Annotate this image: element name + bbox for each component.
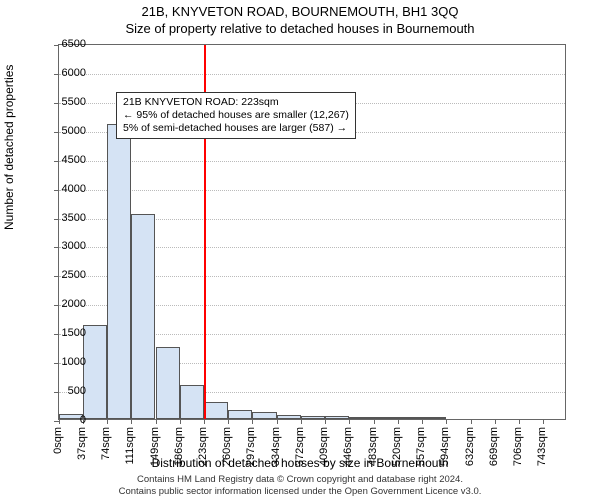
xtick-label: 334sqm (270, 427, 282, 466)
xtick-label: 483sqm (367, 427, 379, 466)
xtick-label: 557sqm (415, 427, 427, 466)
histogram-bar (131, 214, 155, 419)
xtick-label: 0sqm (52, 427, 64, 454)
xtick-label: 186sqm (173, 427, 185, 466)
xtick-mark (252, 419, 253, 424)
xtick-label: 446sqm (342, 427, 354, 466)
histogram-bar (301, 416, 325, 419)
footer-line-2: Contains public sector information licen… (0, 486, 600, 498)
ytick-label: 500 (46, 385, 86, 397)
xtick-label: 743sqm (536, 427, 548, 466)
chart-footer: Contains HM Land Registry data © Crown c… (0, 474, 600, 498)
xtick-label: 297sqm (245, 427, 257, 466)
ytick-label: 6000 (46, 67, 86, 79)
ytick-label: 1500 (46, 327, 86, 339)
histogram-bar (422, 417, 446, 419)
ytick-label: 2000 (46, 298, 86, 310)
xtick-mark (107, 419, 108, 424)
xtick-label: 149sqm (149, 427, 161, 466)
gridline (59, 74, 565, 75)
xtick-label: 669sqm (488, 427, 500, 466)
chart-area: 21B KNYVETON ROAD: 223sqm← 95% of detach… (58, 44, 566, 420)
xtick-label: 520sqm (391, 427, 403, 466)
y-axis-label: Number of detached properties (2, 65, 16, 230)
xtick-label: 594sqm (439, 427, 451, 466)
histogram-bar (180, 385, 204, 419)
histogram-bar (398, 417, 422, 419)
chart-subtitle: Size of property relative to detached ho… (0, 21, 600, 38)
xtick-label: 260sqm (221, 427, 233, 466)
xtick-mark (131, 419, 132, 424)
xtick-label: 223sqm (197, 427, 209, 466)
xtick-mark (349, 419, 350, 424)
histogram-bar (83, 325, 107, 419)
xtick-label: 409sqm (318, 427, 330, 466)
ytick-label: 0 (46, 414, 86, 426)
histogram-bar (204, 402, 228, 419)
ytick-label: 5000 (46, 125, 86, 137)
footer-line-1: Contains HM Land Registry data © Crown c… (0, 474, 600, 486)
xtick-mark (398, 419, 399, 424)
annotation-line: ← 95% of detached houses are smaller (12… (123, 109, 349, 122)
histogram-bar (228, 410, 252, 419)
xtick-mark (301, 419, 302, 424)
xtick-mark (277, 419, 278, 424)
xtick-mark (422, 419, 423, 424)
xtick-mark (495, 419, 496, 424)
xtick-label: 111sqm (124, 427, 136, 465)
histogram-bar (252, 412, 276, 419)
histogram-bar (349, 417, 373, 419)
ytick-label: 3500 (46, 212, 86, 224)
gridline (59, 190, 565, 191)
annotation-line: 21B KNYVETON ROAD: 223sqm (123, 96, 349, 109)
gridline (59, 161, 565, 162)
ytick-label: 5500 (46, 96, 86, 108)
xtick-label: 632sqm (464, 427, 476, 466)
xtick-mark (156, 419, 157, 424)
ytick-label: 4500 (46, 154, 86, 166)
xtick-mark (471, 419, 472, 424)
xtick-label: 706sqm (512, 427, 524, 466)
ytick-label: 3000 (46, 240, 86, 252)
histogram-bar (374, 417, 398, 419)
xtick-mark (543, 419, 544, 424)
histogram-bar (325, 416, 349, 419)
xtick-mark (374, 419, 375, 424)
xtick-mark (519, 419, 520, 424)
xtick-label: 372sqm (294, 427, 306, 466)
histogram-bar (156, 347, 180, 419)
annotation-line: 5% of semi-detached houses are larger (5… (123, 122, 349, 135)
ytick-label: 2500 (46, 269, 86, 281)
annotation-box: 21B KNYVETON ROAD: 223sqm← 95% of detach… (116, 92, 356, 139)
xtick-mark (228, 419, 229, 424)
chart-title: 21B, KNYVETON ROAD, BOURNEMOUTH, BH1 3QQ (0, 0, 600, 21)
ytick-label: 1000 (46, 356, 86, 368)
xtick-mark (204, 419, 205, 424)
histogram-bar (277, 415, 301, 419)
histogram-bar (107, 124, 131, 419)
xtick-mark (325, 419, 326, 424)
xtick-label: 74sqm (100, 427, 112, 460)
xtick-mark (180, 419, 181, 424)
xtick-mark (446, 419, 447, 424)
ytick-label: 4000 (46, 183, 86, 195)
ytick-label: 6500 (46, 38, 86, 50)
xtick-label: 37sqm (76, 427, 88, 460)
